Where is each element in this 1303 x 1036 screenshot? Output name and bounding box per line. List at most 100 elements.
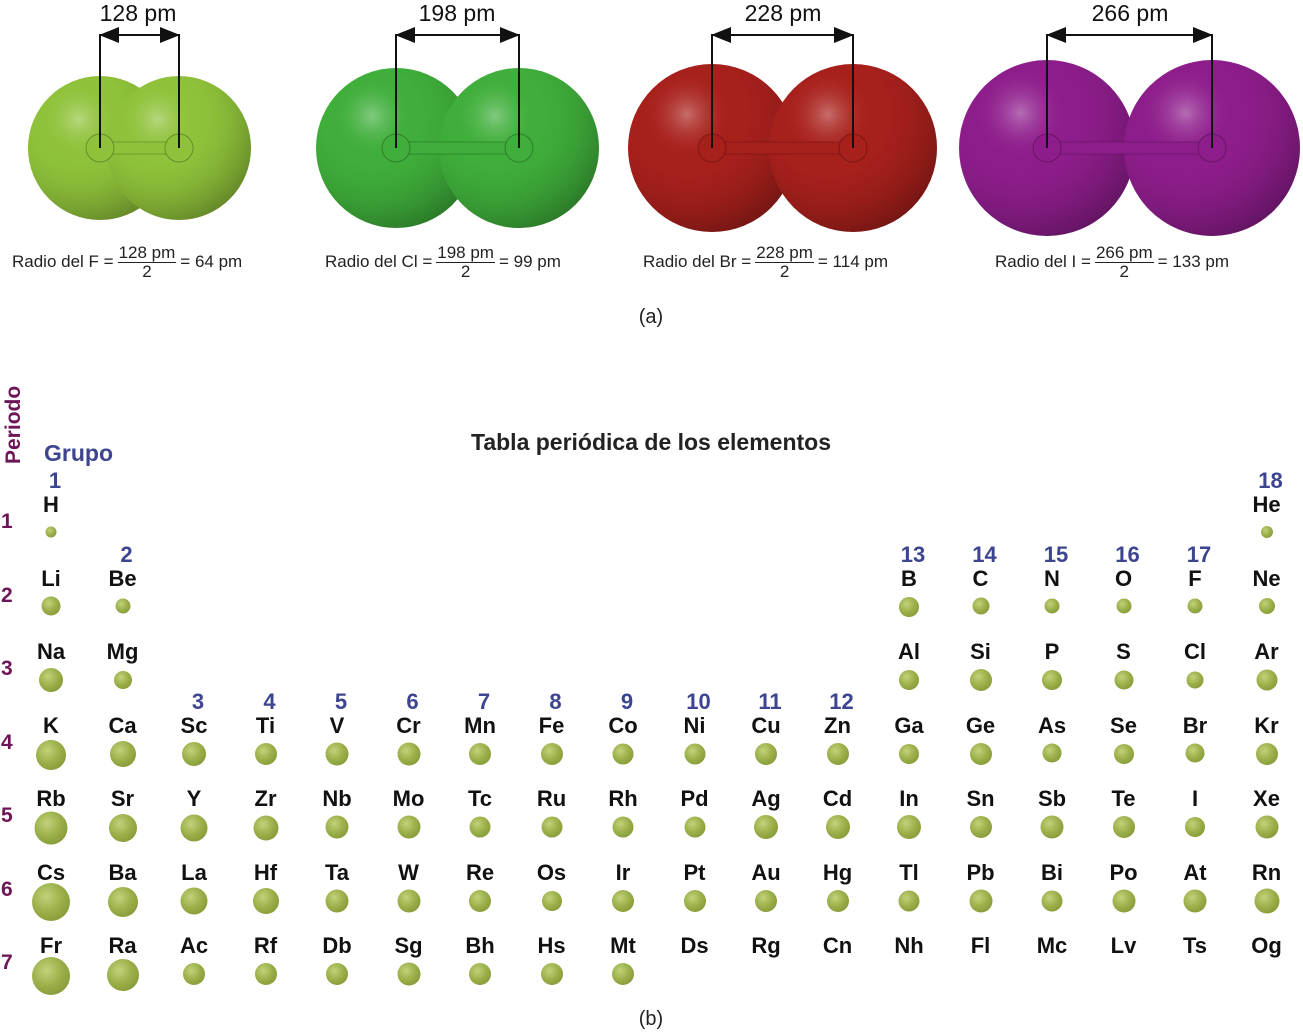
element-symbol: Hf <box>253 859 278 885</box>
element-symbol: Mt <box>610 933 636 958</box>
element-symbol: Nh <box>894 933 924 958</box>
element-symbol: Cd <box>822 786 853 811</box>
element-symbol: Cs <box>36 859 66 885</box>
fraction: 128 pm 2 <box>117 244 177 281</box>
fraction: 228 pm 2 <box>755 244 814 281</box>
element-symbol: At <box>1183 859 1207 885</box>
atom-sphere <box>41 596 61 616</box>
denominator: 2 <box>1119 261 1130 281</box>
atom-sphere <box>180 814 208 842</box>
atom-sphere <box>1255 742 1278 765</box>
element-symbol: Re <box>465 859 495 885</box>
atom-sphere <box>1186 671 1204 689</box>
atom-sphere <box>1042 670 1062 690</box>
element-symbol: Tc <box>467 786 493 811</box>
group-number: 8 <box>549 688 562 714</box>
element-symbol: Ni <box>683 712 706 738</box>
element-symbol: Fe <box>538 712 565 738</box>
atom-sphere <box>1260 526 1273 539</box>
element-symbol: He <box>1252 492 1281 517</box>
denominator: 2 <box>142 261 152 281</box>
group-number: 3 <box>191 688 205 714</box>
element-symbol: Sr <box>110 786 135 811</box>
element-symbol: Pd <box>680 786 709 811</box>
atom-sphere <box>108 813 137 842</box>
element-symbol: Po <box>1109 859 1138 885</box>
numerator: 198 pm <box>436 243 495 263</box>
atom-sphere <box>826 889 849 912</box>
element-symbol: H <box>43 492 59 517</box>
element-symbol: Mo <box>392 786 425 811</box>
element-symbol: Ds <box>680 933 709 958</box>
caption-a: (a) <box>638 306 664 328</box>
element-symbol: Ar <box>1254 639 1279 664</box>
atom-sphere <box>1258 598 1275 615</box>
radius-formula: Radio del I = 266 pm 2 = 133 pm <box>995 244 1229 281</box>
element-symbol: Rh <box>608 786 638 811</box>
period-number: 4 <box>1 730 13 754</box>
molecule-I <box>959 27 1300 236</box>
element-symbol: C <box>972 565 989 591</box>
numerator: 266 pm <box>1094 243 1154 263</box>
element-symbol: La <box>181 859 207 885</box>
atom-sphere <box>899 596 919 617</box>
radius-formula: Radio del Br = 228 pm 2 = 114 pm <box>643 244 888 281</box>
formula-label: Radio del F = <box>12 252 114 272</box>
atom-sphere <box>113 670 132 689</box>
group-number: 6 <box>406 688 419 714</box>
atom-sphere <box>325 815 349 839</box>
atom-sphere <box>1185 743 1205 763</box>
atom-sphere <box>254 742 277 765</box>
element-symbol: Mc <box>1036 933 1068 958</box>
atom-sphere <box>972 597 989 615</box>
atom-sphere <box>541 816 562 838</box>
formula-label: Radio del Cl = <box>325 252 433 272</box>
atom-sphere <box>1254 888 1279 914</box>
atom-sphere <box>897 815 921 840</box>
group-number: 14 <box>972 541 997 567</box>
atom-sphere <box>1187 598 1203 614</box>
element-symbol: Zn <box>824 712 851 738</box>
atom-sphere <box>39 668 63 693</box>
group-number: 2 <box>120 541 133 567</box>
bond-distance-label: 128 pm <box>99 0 177 26</box>
atom-sphere <box>612 963 634 986</box>
group-number: 13 <box>900 541 926 567</box>
atom-sphere <box>1183 889 1207 913</box>
bond-distance-label: 228 pm <box>744 0 822 26</box>
element-symbol: Bi <box>1041 859 1063 885</box>
radius-formula: Radio del F = 128 pm 2 = 64 pm <box>12 244 242 281</box>
atom-sphere <box>1113 743 1134 764</box>
element-symbol: Ac <box>179 933 209 958</box>
atom-sphere <box>1040 815 1064 839</box>
bond-distance-label: 266 pm <box>1091 0 1169 26</box>
element-symbol: Au <box>751 859 781 885</box>
element-symbol: Rg <box>751 933 781 958</box>
atom-sphere <box>754 815 778 840</box>
element-symbol: Cl <box>1184 639 1206 664</box>
group-number: 15 <box>1043 541 1069 567</box>
formula-result: = 133 pm <box>1157 252 1229 272</box>
atom-sphere <box>899 670 919 690</box>
fraction: 198 pm 2 <box>436 244 495 281</box>
fraction: 266 pm 2 <box>1094 243 1154 281</box>
element-symbol: Na <box>36 639 66 664</box>
atom-sphere <box>34 811 68 845</box>
atom-sphere <box>325 742 349 766</box>
element-symbol: Te <box>1111 786 1136 811</box>
element-symbol: P <box>1044 639 1060 664</box>
group-number: 17 <box>1186 541 1212 567</box>
element-symbol: Og <box>1251 933 1282 958</box>
element-symbol: Ti <box>255 712 276 738</box>
element-symbol: Rb <box>36 786 66 811</box>
element-symbol: Hs <box>537 933 566 958</box>
element-symbol: Hg <box>822 859 853 885</box>
atom-sphere <box>32 956 70 995</box>
atom-sphere <box>1185 817 1205 837</box>
element-symbol: Co <box>608 712 638 738</box>
group-number: 1 <box>48 468 62 493</box>
element-symbol: N <box>1044 565 1060 591</box>
element-symbol: Bh <box>465 933 495 958</box>
period-number: 1 <box>1 510 13 533</box>
atom-sphere <box>106 959 139 992</box>
